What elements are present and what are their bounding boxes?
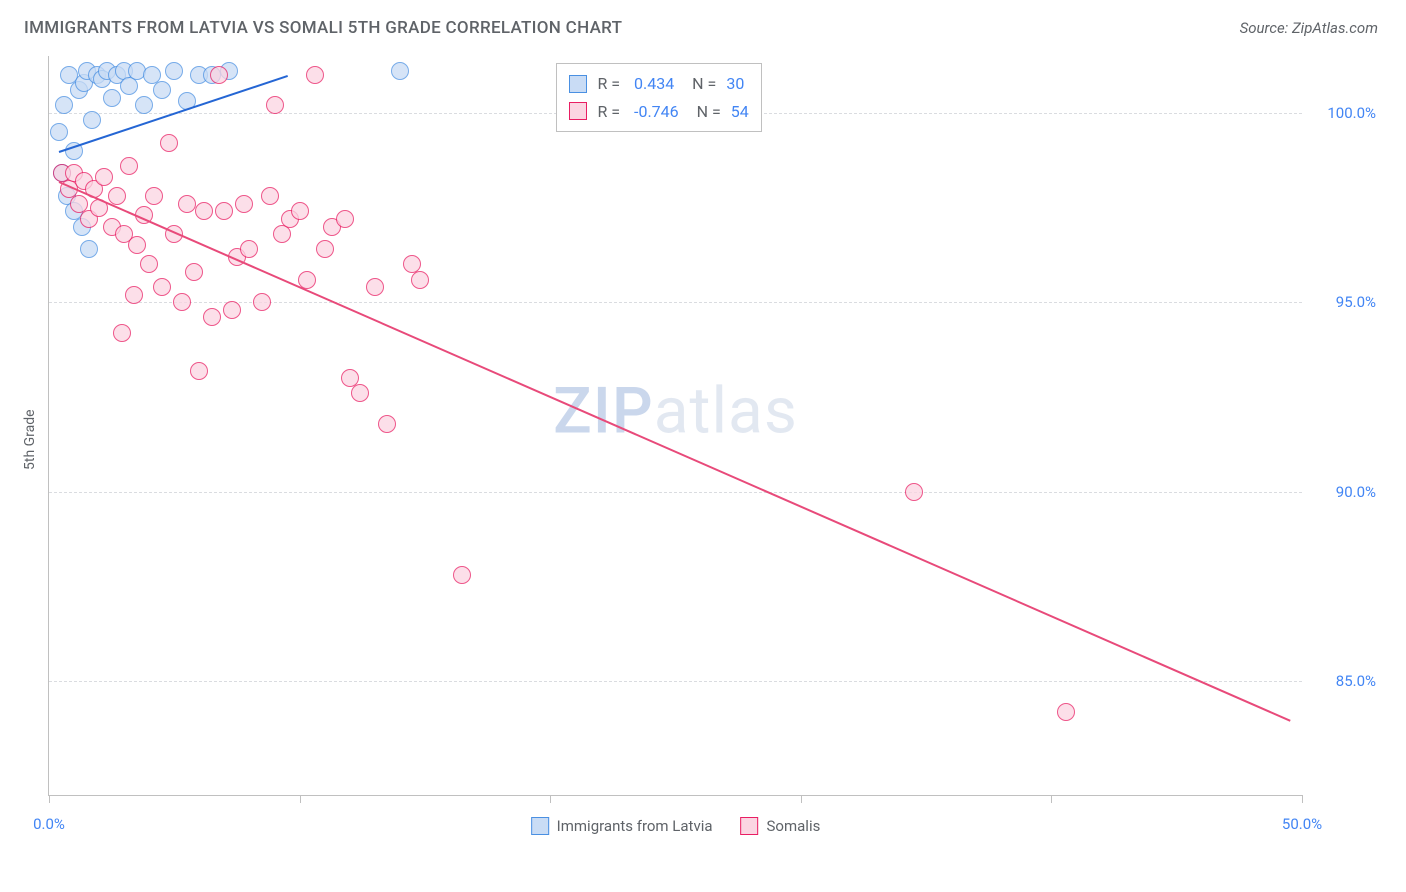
stat-n-value: 30 xyxy=(726,70,744,97)
scatter-point xyxy=(203,308,221,326)
stat-r-value: 0.434 xyxy=(634,70,674,97)
stat-n-label: N = xyxy=(689,98,721,125)
scatter-point xyxy=(55,96,73,114)
scatter-point xyxy=(366,278,384,296)
scatter-point xyxy=(215,202,233,220)
y-tick-label: 85.0% xyxy=(1336,672,1376,690)
stat-r-label: R = xyxy=(597,98,624,125)
stat-n-value: 54 xyxy=(731,98,749,125)
scatter-point xyxy=(261,187,279,205)
scatter-point xyxy=(83,111,101,129)
y-tick-label: 95.0% xyxy=(1336,293,1376,311)
stat-r-label: R = xyxy=(597,70,624,97)
x-tick-mark xyxy=(300,795,301,803)
scatter-point xyxy=(135,96,153,114)
scatter-point xyxy=(411,271,429,289)
scatter-point xyxy=(153,81,171,99)
legend-label: Immigrants from Latvia xyxy=(557,817,713,835)
scatter-point xyxy=(378,415,396,433)
legend-item: Immigrants from Latvia xyxy=(531,817,713,835)
y-tick-label: 100.0% xyxy=(1327,104,1376,122)
stat-n-label: N = xyxy=(684,70,716,97)
legend-label: Somalis xyxy=(767,817,821,835)
legend-swatch xyxy=(531,817,549,835)
scatter-point xyxy=(316,240,334,258)
stats-legend: R = 0.434 N =30R = -0.746 N =54 xyxy=(556,63,761,131)
x-tick-label: 50.0% xyxy=(1282,815,1322,833)
scatter-point xyxy=(1057,703,1075,721)
scatter-point xyxy=(351,384,369,402)
watermark: ZIPatlas xyxy=(553,373,798,448)
scatter-point xyxy=(905,483,923,501)
source-label: Source: ZipAtlas.com xyxy=(1240,19,1378,37)
plot-area: ZIPatlas 85.0%90.0%95.0%100.0%0.0%50.0%R… xyxy=(48,56,1302,796)
x-tick-mark xyxy=(1302,795,1303,803)
x-tick-label: 0.0% xyxy=(33,815,65,833)
scatter-point xyxy=(153,278,171,296)
scatter-point xyxy=(145,187,163,205)
header: IMMIGRANTS FROM LATVIA VS SOMALI 5TH GRA… xyxy=(0,0,1406,46)
scatter-point xyxy=(160,134,178,152)
x-tick-mark xyxy=(550,795,551,803)
scatter-point xyxy=(95,168,113,186)
scatter-point xyxy=(306,66,324,84)
stats-row: R = -0.746 N = 54 xyxy=(569,98,748,125)
x-tick-mark xyxy=(1051,795,1052,803)
scatter-point xyxy=(235,195,253,213)
gridline-h xyxy=(49,681,1302,682)
scatter-point xyxy=(336,210,354,228)
scatter-point xyxy=(223,301,241,319)
scatter-point xyxy=(50,123,68,141)
x-tick-mark xyxy=(49,795,50,803)
scatter-point xyxy=(173,293,191,311)
scatter-point xyxy=(178,195,196,213)
y-axis-label: 5th Grade xyxy=(22,409,38,470)
scatter-point xyxy=(210,66,228,84)
scatter-point xyxy=(128,236,146,254)
trend-line xyxy=(59,181,1291,722)
legend-item: Somalis xyxy=(741,817,821,835)
scatter-point xyxy=(80,240,98,258)
y-tick-label: 90.0% xyxy=(1336,483,1376,501)
scatter-point xyxy=(120,157,138,175)
scatter-point xyxy=(453,566,471,584)
scatter-point xyxy=(391,62,409,80)
scatter-point xyxy=(113,324,131,342)
footer-legend: Immigrants from Latvia Somalis xyxy=(531,817,821,835)
chart-title: IMMIGRANTS FROM LATVIA VS SOMALI 5TH GRA… xyxy=(24,18,622,38)
scatter-point xyxy=(103,89,121,107)
legend-swatch xyxy=(569,102,587,120)
legend-swatch xyxy=(741,817,759,835)
stat-r-value: -0.746 xyxy=(634,98,679,125)
scatter-point xyxy=(240,240,258,258)
scatter-point xyxy=(190,362,208,380)
gridline-h xyxy=(49,492,1302,493)
scatter-point xyxy=(140,255,158,273)
scatter-point xyxy=(253,293,271,311)
scatter-point xyxy=(125,286,143,304)
scatter-point xyxy=(165,62,183,80)
scatter-point xyxy=(266,96,284,114)
scatter-point xyxy=(185,263,203,281)
scatter-point xyxy=(195,202,213,220)
chart-container: 5th Grade ZIPatlas 85.0%90.0%95.0%100.0%… xyxy=(48,56,1382,852)
x-tick-mark xyxy=(801,795,802,803)
stats-row: R = 0.434 N = 30 xyxy=(569,70,748,97)
scatter-point xyxy=(291,202,309,220)
legend-swatch xyxy=(569,75,587,93)
